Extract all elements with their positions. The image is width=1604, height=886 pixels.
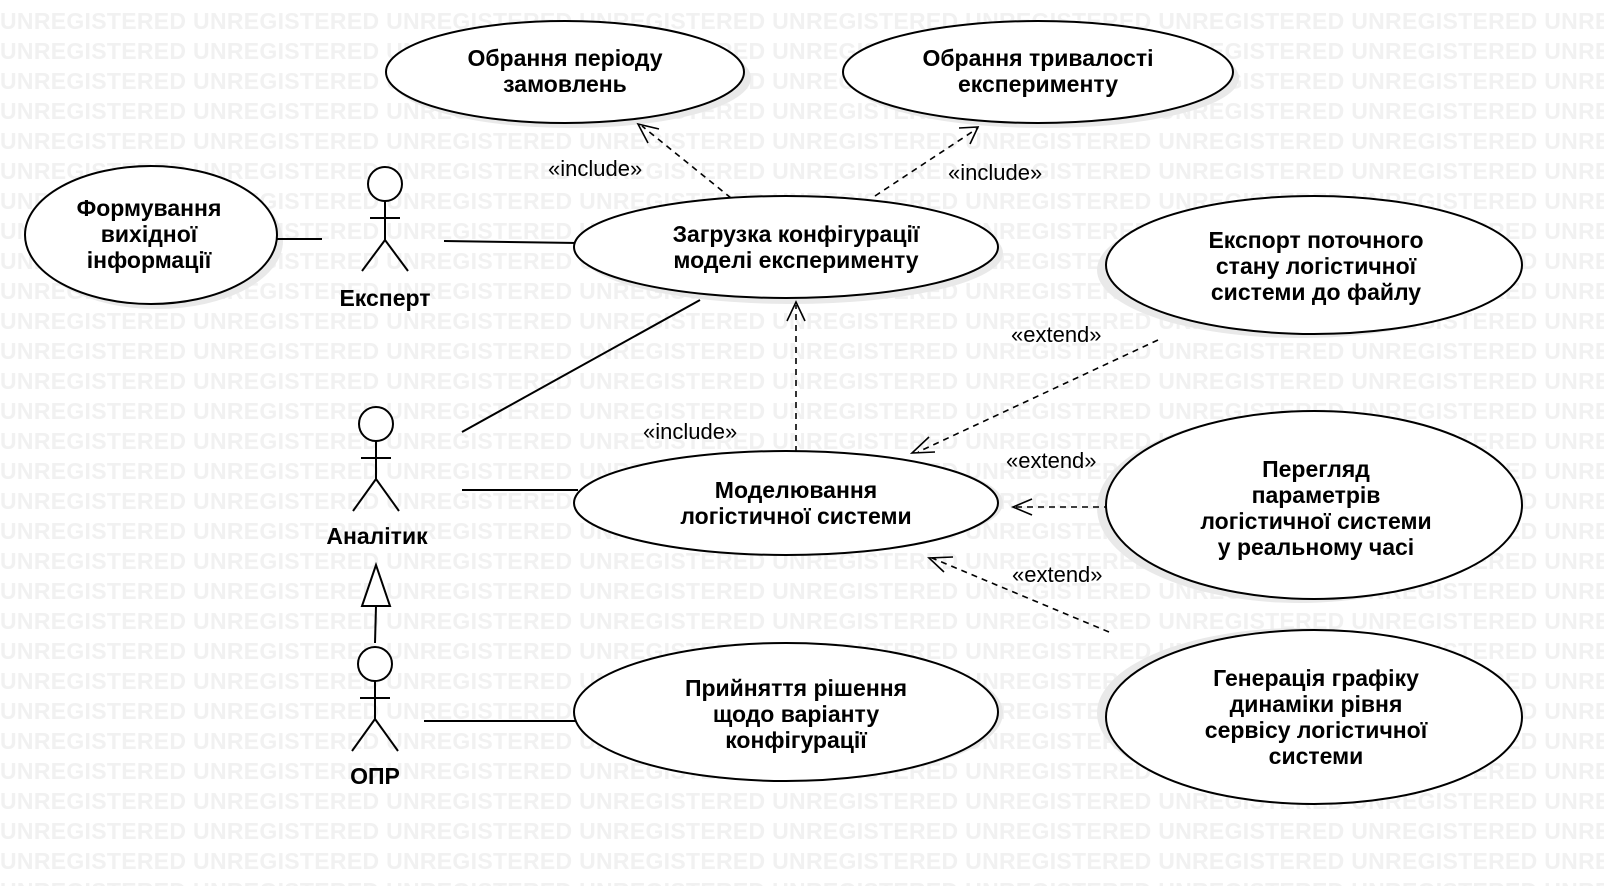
use-case-export-state: Експорт поточного стану логістичної сист… [1105,195,1523,335]
associations [275,238,701,722]
actor-analyst-label: Аналітик [326,523,428,549]
uc-servicechart-line-4: системи [1269,743,1364,769]
uc-decision-line-3: конфігурації [725,727,867,753]
stereo-extend-3: «extend» [1012,562,1103,587]
actor-expert: Експерт [339,166,431,311]
uc-servicechart-line-2: динаміки рівня [1230,691,1403,717]
actor-opr-label: ОПР [350,763,400,789]
use-case-realtime-view: Перегляд параметрів логістичної системи … [1105,410,1523,600]
use-case-modeling: Моделювання логістичної системи [573,450,999,556]
include-duration-line [874,127,979,197]
uc-servicechart-line-1: Генерація графіку [1213,665,1419,691]
uc-export-line-1: Експорт поточного [1208,227,1423,253]
uc-realtime-line-1: Перегляд [1262,456,1370,482]
uc-orders-period-line-2: замовлень [503,71,627,97]
actor-expert-label: Експерт [339,285,430,311]
stereo-extend-1: «extend» [1011,322,1102,347]
use-case-decision: Прийняття рішення щодо варіанту конфігур… [573,642,999,782]
use-case-load-config: Загрузка конфігурації моделі експеримент… [573,195,999,299]
uc-output-line-1: Формування [77,195,222,221]
stereotype-labels: «include» «include» «include» «extend» «… [548,156,1103,587]
actor-opr-head [357,646,393,682]
actor-analyst-head [358,406,394,442]
uc-duration-line-1: Обрання тривалості [922,45,1153,71]
dependencies [636,122,1159,633]
actor-analyst: Аналітик [326,406,428,549]
extend-export-line [917,339,1159,453]
uc-realtime-line-4: у реальному часі [1218,534,1414,560]
stereo-include-2: «include» [948,160,1042,185]
use-case-experiment-duration: Обрання тривалості експерименту [842,20,1234,124]
uc-output-line-3: інформації [87,247,212,273]
uc-export-line-2: стану логістичної [1216,253,1417,279]
uc-realtime-line-2: параметрів [1252,482,1381,508]
uc-output-line-2: вихідної [101,221,198,247]
uc-modeling-line-2: логістичної системи [680,503,911,529]
extend-servicechart-line [931,557,1110,633]
uc-decision-line-2: щодо варіанту [713,701,879,727]
stereo-include-3: «include» [643,419,737,444]
include-orders-period-line [641,125,732,199]
stereo-include-1: «include» [548,156,642,181]
assoc-analyst-loadconfig [461,299,701,433]
uc-loadconfig-line-1: Загрузка конфігурації [673,221,920,247]
uc-duration-line-2: експерименту [958,71,1118,97]
uc-export-line-3: системи до файлу [1211,279,1421,305]
uc-loadconfig-line-2: моделі експерименту [673,247,918,273]
uc-modeling-line-1: Моделювання [715,477,877,503]
actor-expert-head [367,166,403,202]
use-case-service-chart: Генерація графіку динаміки рівня сервісу… [1105,629,1523,805]
actor-opr: ОПР [350,646,400,789]
uc-orders-period-line-1: Обрання періоду [467,45,662,71]
use-case-orders-period: Обрання періоду замовлень [385,20,745,124]
stereo-extend-2: «extend» [1006,448,1097,473]
uc-realtime-line-3: логістичної системи [1200,508,1431,534]
generalization-opr-analyst [360,561,392,644]
use-case-output-info: Формування вихідної інформації [24,165,278,305]
uc-decision-line-1: Прийняття рішення [685,675,907,701]
assoc-expert-loadconfig [443,240,579,244]
uc-servicechart-line-3: сервісу логістичної [1205,717,1428,743]
